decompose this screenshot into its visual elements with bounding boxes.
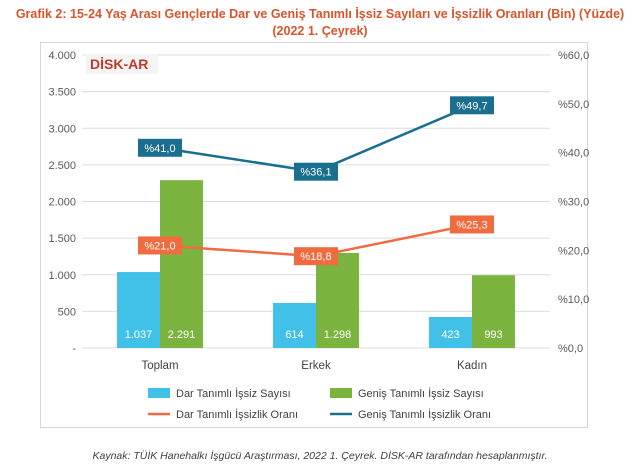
line-genis-rate: [159, 104, 473, 174]
y-left-tick-label: 500: [58, 306, 76, 318]
y-left-tick-label: 1.500: [48, 233, 76, 245]
y-right-tick-label: %0,0: [558, 343, 583, 355]
legend-label: Dar Tanımlı İşsiz Sayısı: [176, 387, 291, 400]
line-label-box: [450, 215, 494, 234]
line-label-box: [450, 96, 494, 115]
bar-value-label: 614: [285, 329, 303, 341]
bar-dar: [429, 317, 472, 348]
bar-genis: [472, 275, 515, 348]
line-value-label: %25,3: [456, 219, 487, 231]
bar-value-label: 1.298: [324, 329, 352, 341]
x-category-label: Toplam: [141, 360, 178, 372]
y-right-tick-label: %30,0: [558, 197, 589, 209]
y-left-tick-label: 3.500: [48, 87, 76, 99]
y-left-tick-label: 4.000: [48, 50, 76, 62]
legend-swatch-bar: [148, 388, 170, 398]
line-label-box: [138, 138, 182, 157]
line-label-box: [294, 247, 338, 266]
bar-dar: [273, 303, 316, 348]
chart-title: Grafik 2: 15-24 Yaş Arası Gençlerde Dar …: [15, 7, 625, 38]
chart-frame: [40, 42, 588, 428]
x-category-label: Kadın: [457, 360, 487, 372]
y-right-tick-label: %60,0: [558, 50, 589, 62]
x-category-label: Erkek: [301, 360, 331, 372]
source-note: Kaynak: TÜİK Hanehalkı İşgücü Araştırmas…: [92, 450, 548, 462]
y-right-tick-label: %20,0: [558, 245, 589, 257]
y-left-tick-label: 2.500: [48, 160, 76, 172]
y-left-tick-label: 1.000: [48, 270, 76, 282]
line-value-label: %49,7: [456, 100, 487, 112]
line-label-box: [294, 162, 338, 181]
bar-value-label: 993: [484, 329, 502, 341]
legend-label: Dar Tanımlı İşsizlik Oranı: [176, 408, 298, 421]
logo-text: DİSK-AR: [90, 56, 148, 72]
bar-genis: [160, 180, 203, 348]
line-value-label: %18,8: [300, 251, 331, 263]
line-value-label: %21,0: [144, 240, 175, 252]
bar-value-label: 2.291: [168, 329, 196, 341]
y-right-tick-label: %10,0: [558, 294, 589, 306]
bar-dar: [117, 272, 160, 348]
legend-label: Geniş Tanımlı İşsiz Sayısı: [358, 387, 484, 400]
bar-value-label: 423: [441, 329, 459, 341]
legend-label: Geniş Tanımlı İşsizlik Oranı: [358, 408, 491, 421]
y-left-tick-label: -: [72, 343, 76, 355]
y-right-tick-label: %50,0: [558, 99, 589, 111]
disk-ar-logo: DİSK-AR: [86, 54, 158, 74]
logo-background: [86, 54, 158, 74]
y-right-tick-label: %40,0: [558, 148, 589, 160]
line-label-box: [138, 236, 182, 255]
line-value-label: %41,0: [144, 143, 175, 155]
bar-value-label: 1.037: [125, 329, 153, 341]
y-left-tick-label: 2.000: [48, 197, 76, 209]
bar-genis: [316, 252, 359, 348]
legend-swatch-bar: [330, 388, 352, 398]
line-value-label: %36,1: [300, 167, 331, 179]
y-left-tick-label: 3.000: [48, 123, 76, 135]
